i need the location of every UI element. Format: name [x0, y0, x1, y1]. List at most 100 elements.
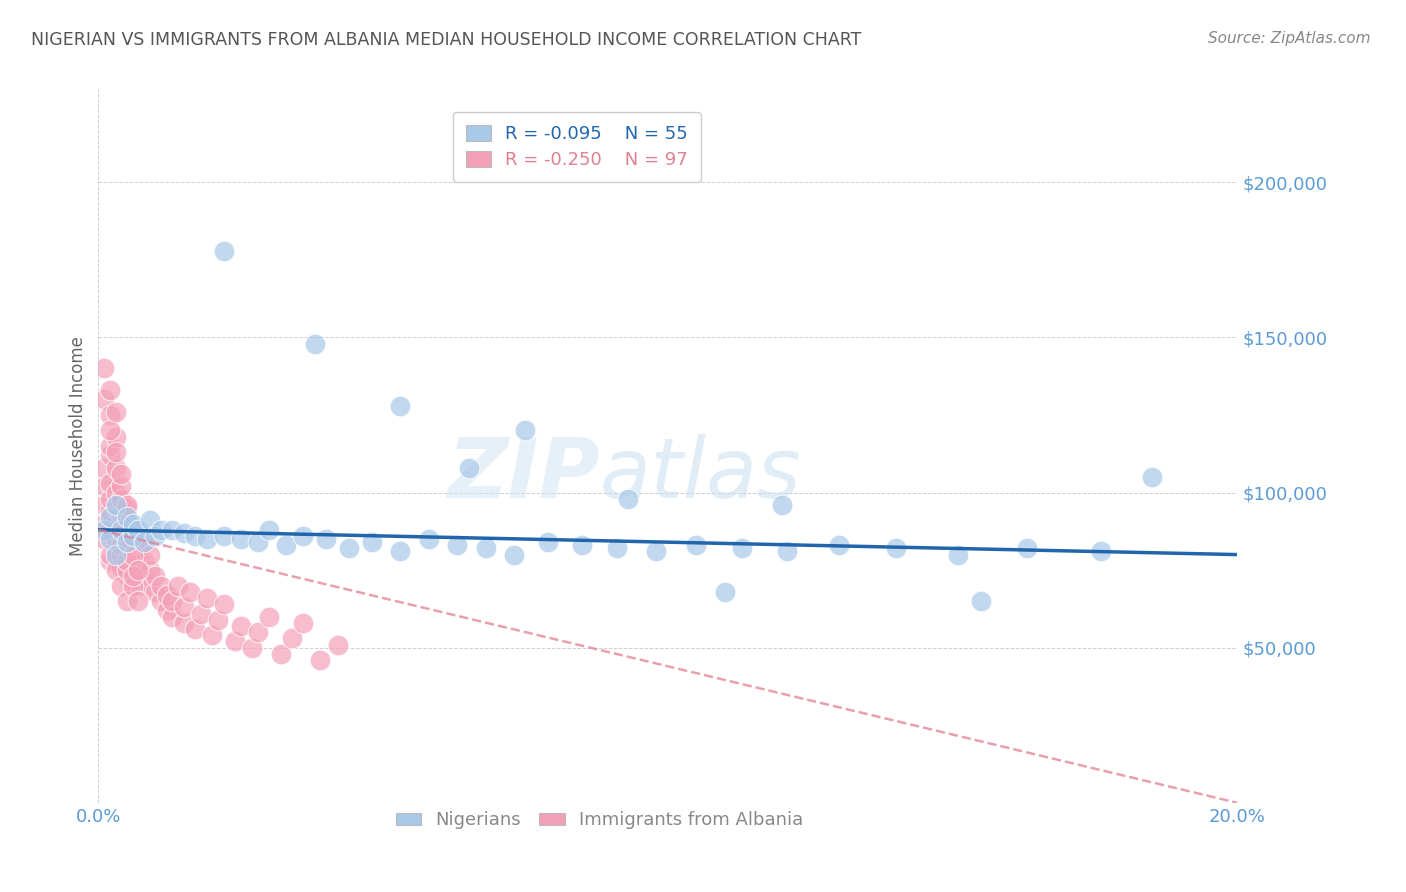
Point — [162, 609, 184, 624]
Point — [104, 460, 127, 475]
Point — [104, 563, 127, 577]
Point — [121, 569, 143, 583]
Point — [515, 424, 537, 438]
Point — [770, 498, 793, 512]
Point — [309, 653, 332, 667]
Point — [104, 445, 127, 459]
Text: ZIP: ZIP — [447, 434, 599, 515]
Point — [259, 609, 281, 624]
Point — [121, 523, 143, 537]
Point — [173, 600, 195, 615]
Point — [617, 491, 640, 506]
Point — [537, 535, 560, 549]
Point — [156, 588, 179, 602]
Point — [110, 538, 132, 552]
Point — [110, 467, 132, 481]
Point — [195, 532, 218, 546]
Point — [98, 383, 121, 397]
Point — [93, 460, 115, 475]
Point — [259, 523, 281, 537]
Point — [606, 541, 628, 556]
Point — [121, 579, 143, 593]
Point — [121, 529, 143, 543]
Point — [195, 591, 218, 605]
Point — [970, 594, 993, 608]
Point — [229, 532, 252, 546]
Point — [98, 523, 121, 537]
Point — [389, 544, 412, 558]
Point — [389, 399, 412, 413]
Point — [115, 498, 138, 512]
Point — [1140, 470, 1163, 484]
Point — [173, 525, 195, 540]
Point — [474, 541, 496, 556]
Point — [127, 563, 149, 577]
Point — [167, 579, 190, 593]
Point — [229, 619, 252, 633]
Point — [93, 523, 115, 537]
Point — [360, 535, 382, 549]
Point — [115, 563, 138, 577]
Point — [446, 538, 468, 552]
Point — [98, 554, 121, 568]
Point — [326, 638, 349, 652]
Point — [418, 532, 440, 546]
Legend: Nigerians, Immigrants from Albania: Nigerians, Immigrants from Albania — [388, 805, 810, 837]
Point — [115, 532, 138, 546]
Point — [162, 594, 184, 608]
Text: NIGERIAN VS IMMIGRANTS FROM ALBANIA MEDIAN HOUSEHOLD INCOME CORRELATION CHART: NIGERIAN VS IMMIGRANTS FROM ALBANIA MEDI… — [31, 31, 862, 49]
Point — [110, 523, 132, 537]
Point — [98, 510, 121, 524]
Point — [98, 548, 121, 562]
Point — [104, 532, 127, 546]
Point — [121, 573, 143, 587]
Point — [110, 538, 132, 552]
Point — [127, 548, 149, 562]
Point — [104, 501, 127, 516]
Point — [104, 405, 127, 419]
Point — [110, 523, 132, 537]
Point — [714, 584, 737, 599]
Point — [115, 510, 138, 524]
Point — [162, 523, 184, 537]
Point — [104, 498, 127, 512]
Point — [110, 508, 132, 522]
Point — [98, 448, 121, 462]
Point — [98, 491, 121, 506]
Point — [246, 625, 269, 640]
Point — [127, 594, 149, 608]
Point — [121, 548, 143, 562]
Point — [150, 579, 173, 593]
Point — [93, 516, 115, 531]
Point — [104, 523, 127, 537]
Point — [212, 529, 235, 543]
Point — [240, 640, 263, 655]
Point — [948, 548, 970, 562]
Point — [98, 532, 121, 546]
Point — [93, 392, 115, 407]
Point — [98, 504, 121, 518]
Point — [190, 607, 212, 621]
Point — [145, 569, 167, 583]
Point — [127, 532, 149, 546]
Text: Source: ZipAtlas.com: Source: ZipAtlas.com — [1208, 31, 1371, 46]
Point — [110, 491, 132, 506]
Point — [224, 634, 246, 648]
Point — [270, 647, 292, 661]
Point — [884, 541, 907, 556]
Point — [127, 523, 149, 537]
Point — [184, 529, 207, 543]
Point — [98, 408, 121, 422]
Point — [292, 529, 315, 543]
Point — [207, 613, 229, 627]
Point — [571, 538, 593, 552]
Point — [98, 424, 121, 438]
Point — [138, 548, 160, 562]
Point — [138, 563, 160, 577]
Point — [93, 532, 115, 546]
Point — [337, 541, 360, 556]
Point — [645, 544, 668, 558]
Point — [150, 594, 173, 608]
Point — [110, 479, 132, 493]
Point — [110, 516, 132, 531]
